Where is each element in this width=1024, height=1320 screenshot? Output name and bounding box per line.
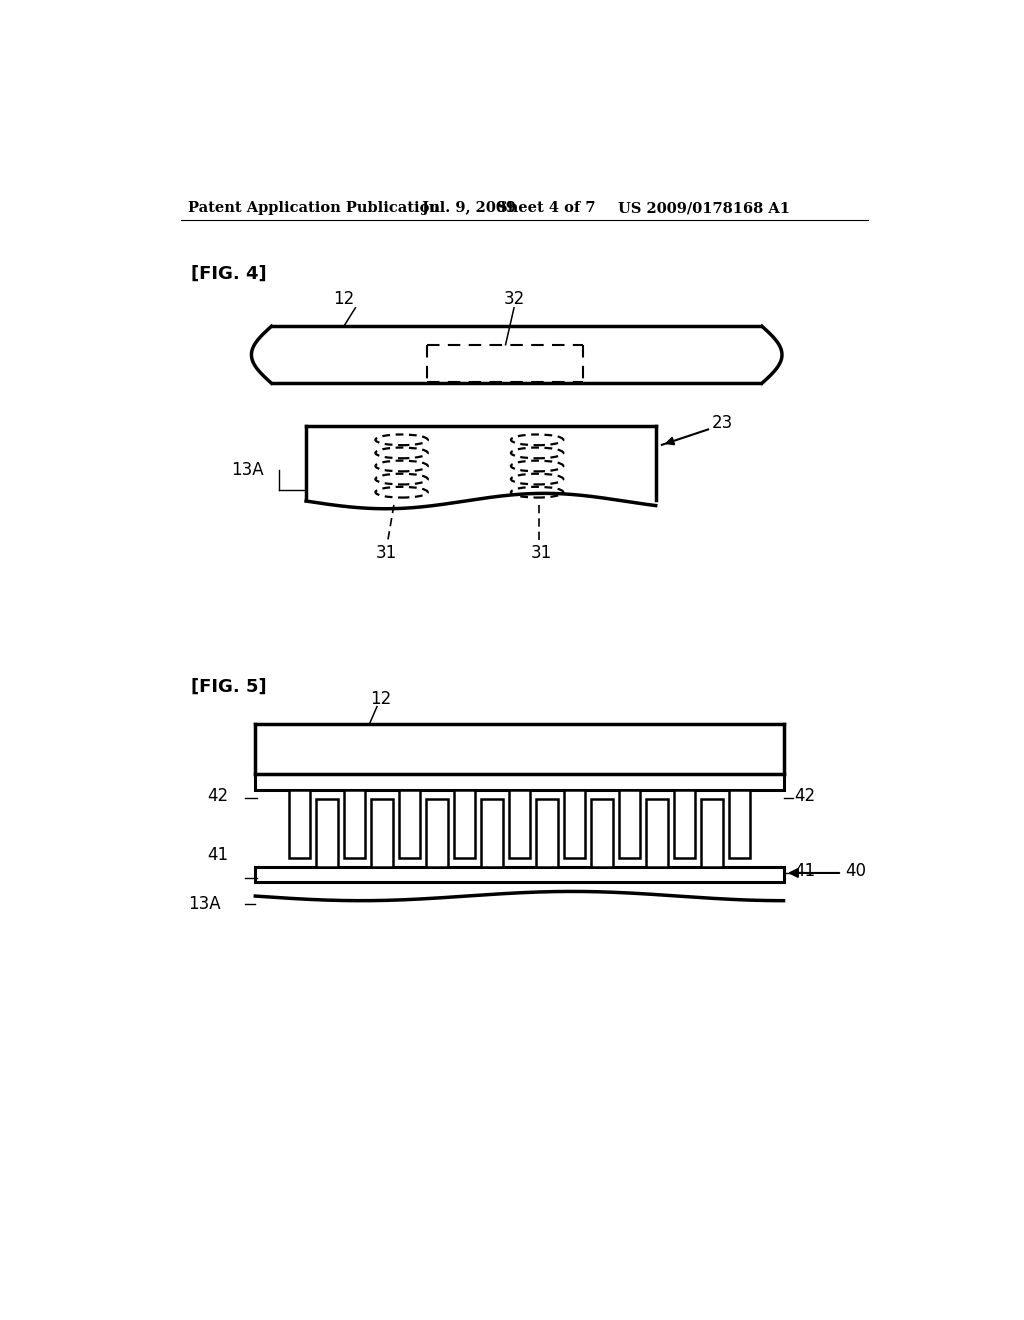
Text: [FIG. 5]: [FIG. 5]: [190, 677, 266, 696]
Bar: [289, 789, 310, 858]
Text: 31: 31: [530, 544, 552, 561]
Bar: [537, 799, 558, 867]
Bar: [344, 789, 366, 858]
Bar: [509, 789, 530, 858]
Text: 41: 41: [795, 862, 815, 879]
Text: 12: 12: [333, 290, 354, 309]
Bar: [426, 799, 447, 867]
Bar: [618, 789, 640, 858]
Bar: [255, 775, 783, 789]
Text: 13A: 13A: [188, 895, 221, 912]
Text: 13A: 13A: [230, 461, 263, 479]
Text: 31: 31: [376, 544, 397, 561]
Text: 12: 12: [371, 690, 391, 708]
Bar: [701, 799, 723, 867]
Bar: [481, 799, 503, 867]
Text: 32: 32: [504, 290, 524, 309]
Bar: [255, 867, 783, 882]
Text: Jul. 9, 2009: Jul. 9, 2009: [422, 202, 516, 215]
Text: Patent Application Publication: Patent Application Publication: [188, 202, 440, 215]
Text: [FIG. 4]: [FIG. 4]: [190, 265, 266, 282]
Bar: [454, 789, 475, 858]
Bar: [316, 799, 338, 867]
Text: 41: 41: [208, 846, 228, 865]
Bar: [563, 789, 585, 858]
Text: 23: 23: [712, 414, 733, 432]
Bar: [674, 789, 695, 858]
Bar: [646, 799, 668, 867]
Bar: [728, 789, 751, 858]
Text: 40: 40: [845, 862, 866, 879]
Bar: [398, 789, 420, 858]
Text: 42: 42: [208, 787, 228, 805]
Bar: [591, 799, 612, 867]
Text: 42: 42: [795, 787, 815, 805]
Text: Sheet 4 of 7: Sheet 4 of 7: [497, 202, 596, 215]
Bar: [371, 799, 393, 867]
Text: US 2009/0178168 A1: US 2009/0178168 A1: [617, 202, 790, 215]
